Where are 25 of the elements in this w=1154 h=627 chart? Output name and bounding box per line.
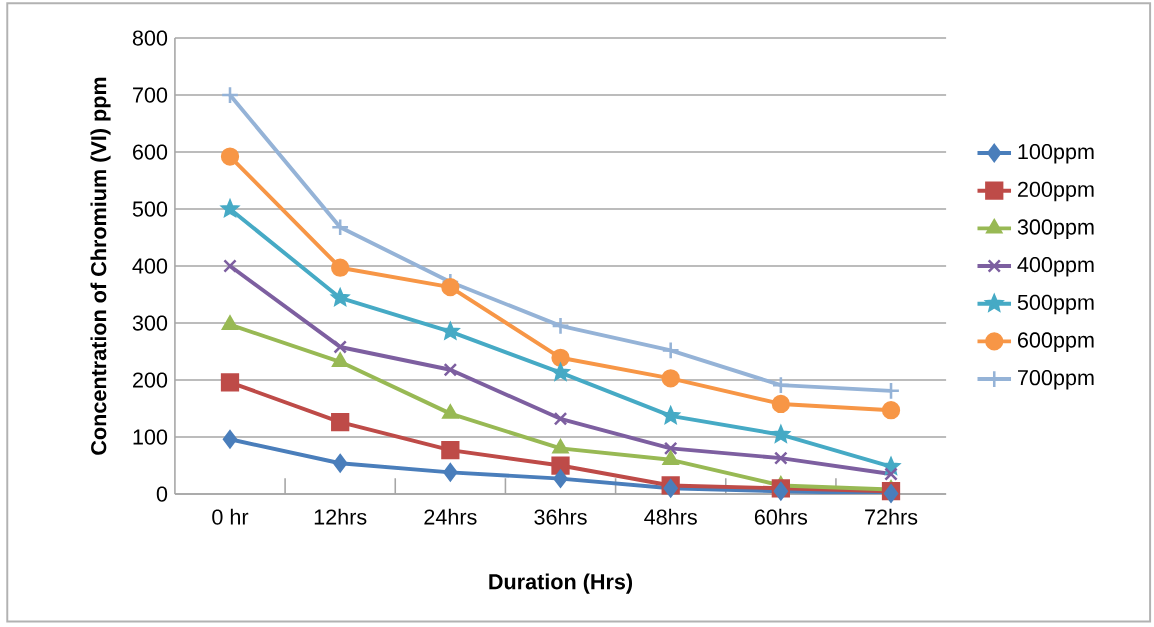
y-tick-label: 400: [132, 258, 168, 274]
x-tick-label: 24hrs: [424, 508, 477, 525]
legend-label: 400ppm: [1017, 257, 1094, 277]
legend-label: 200ppm: [1017, 181, 1094, 202]
y-tick-label: 200: [133, 372, 168, 388]
legend-label: 500ppm: [1017, 294, 1094, 315]
legend-label: 600ppm: [1018, 332, 1094, 352]
y-tick-label: 300: [132, 315, 168, 331]
y-tick-label: 0: [156, 486, 168, 502]
x-tick-label: 12hrs: [314, 508, 367, 525]
legend-label: 300ppm: [1017, 219, 1094, 239]
x-tick-label: 0 hr: [212, 508, 249, 525]
y-tick-label: 100: [133, 429, 168, 445]
legend-label: 100ppm: [1018, 144, 1094, 164]
x-axis-title: Duration (Hrs): [489, 573, 633, 594]
x-tick-label: 60hrs: [754, 508, 808, 525]
legend-label: 700ppm: [1018, 370, 1094, 390]
x-tick-label: 36hrs: [534, 508, 587, 525]
y-tick-label: 700: [133, 87, 168, 103]
y-axis-title: Concentration of Chromium (VI) ppm: [90, 77, 111, 455]
y-tick-label: 800: [132, 30, 168, 46]
y-tick-label: 500: [132, 201, 168, 217]
x-tick-label: 72hrs: [865, 508, 918, 525]
x-tick-label: 48hrs: [644, 508, 697, 525]
y-tick-label: 600: [133, 144, 168, 160]
